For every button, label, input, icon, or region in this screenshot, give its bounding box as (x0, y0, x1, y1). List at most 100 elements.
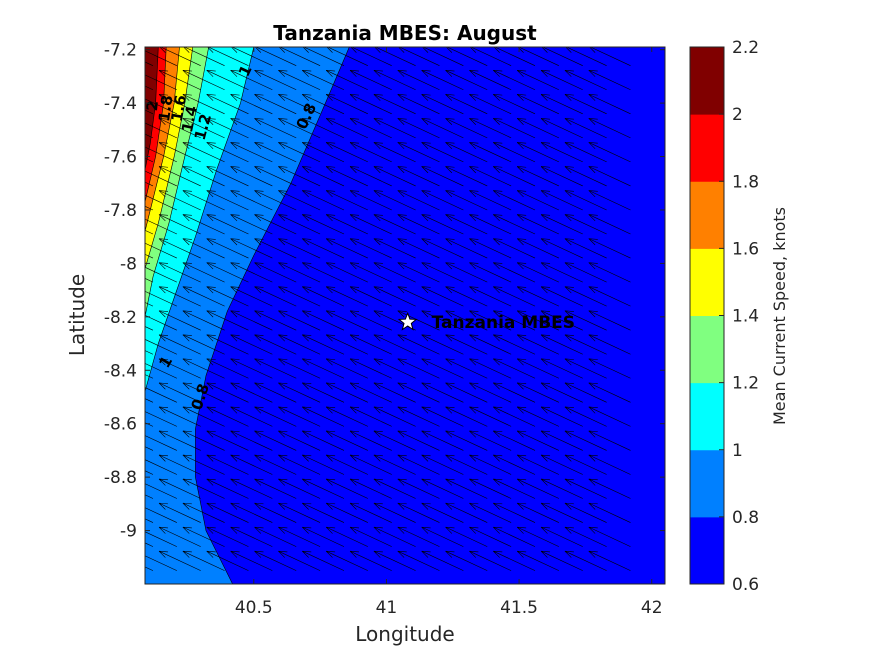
y-tick-label: -8 (120, 254, 137, 274)
current-vector (145, 494, 154, 499)
colorbar-swatch (690, 114, 724, 182)
current-vector (397, 382, 440, 403)
current-vector (206, 214, 249, 235)
current-vector (349, 334, 392, 355)
current-vector (278, 454, 321, 475)
current-vector (278, 526, 321, 547)
current-vector (564, 70, 607, 91)
current-vector (516, 382, 560, 403)
current-vector (182, 502, 225, 523)
current-vector (540, 334, 583, 355)
current-vector (493, 238, 536, 259)
current-vector (373, 262, 416, 283)
current-vector (278, 430, 321, 451)
current-vector (540, 94, 583, 115)
colorbar-swatch (690, 449, 724, 518)
current-vector (145, 242, 177, 259)
current-vector (397, 478, 440, 499)
current-vector (373, 214, 416, 235)
current-vector (278, 358, 321, 379)
y-tick-label: -7.2 (104, 41, 137, 61)
current-vector (493, 166, 536, 187)
current-vector (325, 454, 368, 475)
current-vector (540, 406, 583, 427)
current-vector (349, 382, 392, 403)
current-vector (469, 358, 512, 379)
current-vector (145, 422, 154, 427)
current-vector (373, 334, 416, 355)
current-vector (230, 70, 273, 91)
current-vector (349, 358, 392, 379)
current-vector (254, 142, 297, 163)
current-vector (325, 382, 368, 403)
current-vector (516, 118, 560, 139)
current-vector (493, 118, 536, 139)
current-vector (445, 190, 488, 211)
current-vector (158, 502, 201, 523)
y-tick-label: -7.8 (104, 201, 137, 221)
current-vector (206, 430, 249, 451)
current-vector (302, 70, 345, 91)
current-vector (588, 550, 631, 571)
current-vector (182, 166, 225, 187)
current-vector (540, 502, 583, 523)
current-vector (302, 358, 345, 379)
current-vector (145, 566, 154, 571)
current-vector (373, 94, 416, 115)
current-vector (493, 262, 536, 283)
current-vector (469, 190, 512, 211)
current-vector (373, 430, 416, 451)
current-vector (206, 190, 249, 211)
current-vector (540, 430, 583, 451)
current-vector (469, 334, 512, 355)
current-vector (145, 157, 154, 163)
current-vector (254, 118, 297, 139)
current-vector (302, 94, 345, 115)
y-tick-label: -8.6 (104, 415, 137, 435)
current-vector (145, 315, 177, 331)
current-vector (445, 454, 488, 475)
current-vector (206, 238, 249, 259)
current-vector (349, 214, 392, 235)
current-vector (421, 358, 464, 379)
current-vector (349, 550, 392, 571)
y-tick-label: -9 (120, 522, 137, 542)
current-vector (182, 310, 225, 331)
current-vector (588, 454, 631, 475)
current-vector (588, 262, 631, 283)
current-vector (145, 122, 177, 139)
current-vector (397, 70, 440, 91)
current-vector (182, 478, 225, 499)
current-vector (564, 166, 607, 187)
current-vector (397, 166, 440, 187)
current-vector (493, 406, 536, 427)
current-vector (325, 334, 368, 355)
current-vector (158, 94, 201, 115)
current-vector (254, 214, 297, 235)
current-vector (445, 430, 488, 451)
current-vector (493, 142, 536, 163)
current-vector (230, 478, 273, 499)
current-vector (349, 262, 392, 283)
y-tick-label: -7.4 (104, 94, 137, 114)
current-vector (278, 478, 321, 499)
current-vector (397, 454, 440, 475)
current-vector (349, 190, 392, 211)
current-vector (397, 190, 440, 211)
current-vector (145, 181, 154, 187)
current-vector (158, 214, 201, 235)
current-vector (397, 358, 440, 379)
current-vector (278, 406, 321, 427)
current-vector (230, 550, 273, 571)
current-vector (469, 166, 512, 187)
current-vector (445, 358, 488, 379)
current-vector (158, 262, 201, 283)
current-vector (182, 334, 225, 355)
current-vector (469, 70, 512, 91)
current-vector (373, 142, 416, 163)
current-vector (421, 214, 464, 235)
current-vector (182, 406, 225, 427)
current-vector (206, 262, 249, 283)
current-vector (278, 550, 321, 571)
current-vector (302, 142, 345, 163)
